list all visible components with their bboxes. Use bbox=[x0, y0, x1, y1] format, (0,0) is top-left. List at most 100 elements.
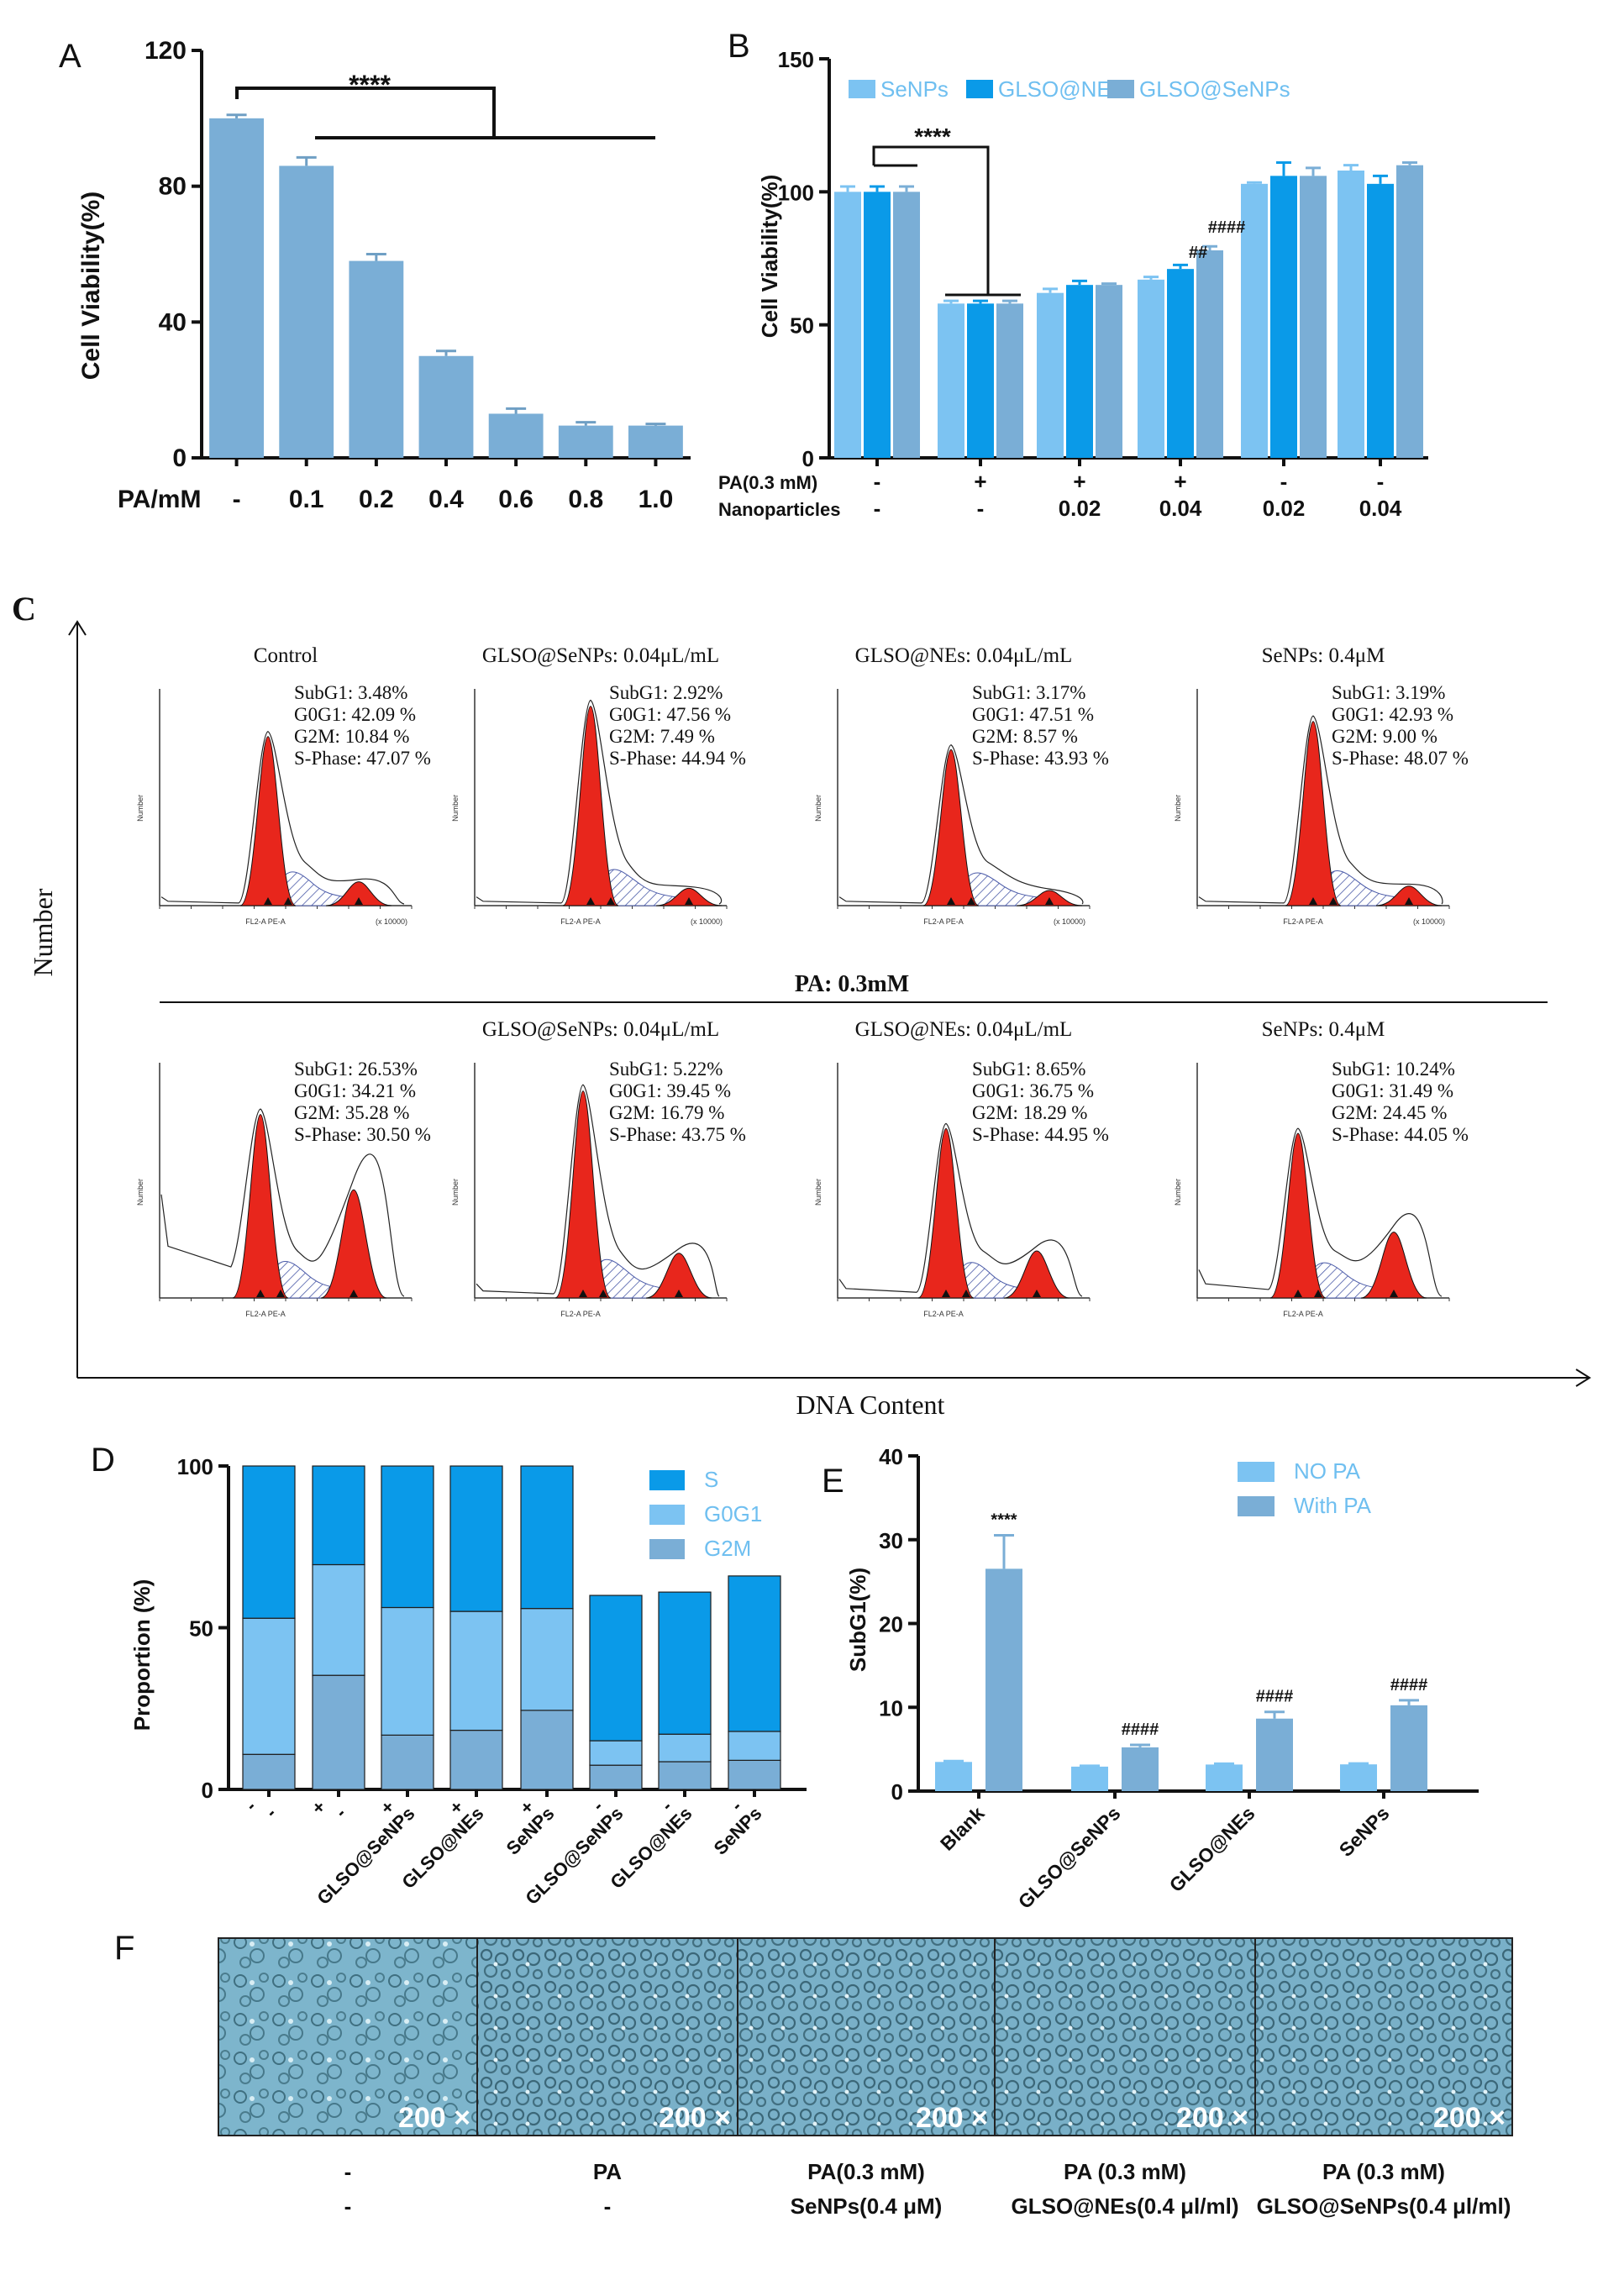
histogram-y-label: Number bbox=[1174, 795, 1182, 822]
panel-b-legend-label: GLSO@NEs bbox=[998, 76, 1122, 102]
panel-b-pa-sign: + bbox=[974, 469, 986, 494]
panel-a-y-label: Cell Viability(%) bbox=[77, 192, 105, 381]
histogram-stat-s: S-Phase: 47.07 % bbox=[294, 748, 431, 769]
panel-b: B Cell Viability(%) 0 50 100 150 SeNPs GLSO@… bbox=[718, 28, 1428, 521]
histogram-y-label: Number bbox=[451, 1179, 460, 1206]
micrograph-image bbox=[1254, 1937, 1513, 2136]
flow-histogram: FL2-A PE-A Number SubG1: 26.53%G0G1: 34.21… bbox=[136, 1059, 431, 1318]
panel-a-x-tick-label: 0.4 bbox=[428, 486, 464, 513]
histogram-trace bbox=[838, 1122, 1083, 1297]
histogram-stat-g0g1: G0G1: 47.51 % bbox=[972, 704, 1094, 725]
panel-b-bar bbox=[1037, 292, 1064, 458]
panel-a-y-tick-label: 0 bbox=[172, 444, 187, 472]
panel-d-legend-swatch bbox=[649, 1470, 685, 1490]
micrograph-label-line2: - bbox=[344, 2194, 352, 2219]
histogram-marker bbox=[1294, 1290, 1302, 1297]
panel-e-error-bar bbox=[1214, 1762, 1234, 1765]
panel-a-x-tick-label: 0.2 bbox=[359, 486, 394, 513]
panel-a-x-tick-label: 0.6 bbox=[498, 486, 533, 513]
histogram-marker bbox=[350, 1290, 358, 1297]
panel-d-y-tick-label: 50 bbox=[189, 1616, 213, 1642]
panel-e-error-bar bbox=[1080, 1764, 1100, 1768]
panel-e-bar bbox=[1071, 1766, 1108, 1791]
panel-e-bar bbox=[985, 1568, 1022, 1791]
pa-divider-label: PA: 0.3mM bbox=[795, 971, 909, 997]
panel-b-hash-1: ## bbox=[1189, 244, 1207, 262]
micrograph: 200 × - - bbox=[218, 1937, 478, 2219]
histogram-trace bbox=[476, 699, 723, 905]
panel-d-legend-label: S bbox=[704, 1467, 718, 1492]
panel-e-annotation: #### bbox=[1256, 1688, 1294, 1706]
histogram-stat-s: S-Phase: 44.94 % bbox=[609, 748, 746, 769]
panel-d-bar-segment bbox=[449, 1729, 503, 1790]
histogram-marker bbox=[264, 897, 272, 905]
panel-b-bar bbox=[1270, 176, 1297, 459]
flow-histogram: GLSO@NEs: 0.04μL/mL FL2-A PE-A Number (x 10… bbox=[814, 644, 1109, 926]
panel-b-np-dose: 0.04 bbox=[1359, 496, 1402, 521]
panel-b-error-bar bbox=[1373, 174, 1388, 184]
histogram-stat-g2m: G2M: 10.84 % bbox=[294, 726, 409, 747]
panel-b-error-bar bbox=[1072, 279, 1087, 286]
histogram-stat-s: S-Phase: 43.93 % bbox=[972, 748, 1109, 769]
panel-e-error-bar bbox=[943, 1759, 964, 1763]
panel-b-error-bar bbox=[1202, 244, 1217, 250]
histogram-title: GLSO@NEs: 0.04μL/mL bbox=[855, 1018, 1073, 1041]
panel-c-x-label: DNA Content bbox=[796, 1390, 945, 1420]
histogram-g2m-peak bbox=[325, 881, 392, 906]
histogram-stat-g0g1: G0G1: 42.09 % bbox=[294, 704, 416, 725]
histogram-marker bbox=[947, 897, 955, 905]
histogram-stat-subg1: SubG1: 3.17% bbox=[972, 682, 1085, 703]
panel-e-y-tick-label: 0 bbox=[891, 1779, 903, 1805]
panel-a-bar bbox=[488, 413, 544, 458]
histogram-y-label: Number bbox=[814, 1179, 823, 1206]
panel-b-pa-sign: - bbox=[874, 469, 881, 494]
panel-a-bar bbox=[209, 118, 264, 459]
histogram-marker bbox=[586, 897, 595, 905]
panel-e-error-bar bbox=[994, 1533, 1014, 1569]
panel-d-x-tick-label: - bbox=[331, 1803, 350, 1822]
magnification-label: 200 × bbox=[1176, 2102, 1248, 2134]
panel-b-pa-sign: - bbox=[1377, 469, 1385, 494]
panel-a-error-bar bbox=[226, 113, 247, 118]
micrograph-image bbox=[737, 1937, 996, 2136]
panel-b-significance: **** bbox=[914, 123, 951, 150]
panel-d-bar-segment bbox=[312, 1563, 365, 1676]
histogram-axis-label: FL2-A PE-A bbox=[560, 1310, 601, 1318]
panel-e: E SubG1(%) 0 10 20 30 40 **** #### #### #### NO… bbox=[822, 1444, 1479, 1913]
panel-b-error-bar bbox=[1173, 263, 1188, 270]
panel-e-y-label: SubG1(%) bbox=[845, 1568, 870, 1672]
panel-a-bar bbox=[279, 166, 334, 458]
histogram-trace bbox=[160, 731, 405, 905]
panel-b-bar bbox=[893, 192, 920, 459]
histogram-marker bbox=[579, 1290, 587, 1297]
histogram-stat-g2m: G2M: 8.57 % bbox=[972, 726, 1078, 747]
panel-a-significance: **** bbox=[349, 70, 391, 100]
histogram-marker bbox=[256, 1290, 265, 1297]
micrograph: 200 × PA (0.3 mM) GLSO@SeNPs(0.4 μl/ml) bbox=[1254, 1937, 1513, 2219]
micrograph-image bbox=[994, 1937, 1256, 2136]
histogram-g0g1-peak bbox=[239, 736, 297, 906]
histogram-trace bbox=[838, 744, 1084, 905]
panel-b-legend-label: SeNPs bbox=[880, 76, 949, 102]
panel-b-error-bar bbox=[1402, 161, 1417, 166]
panel-e-annotation: #### bbox=[1122, 1721, 1159, 1739]
panel-e-legend-label: With PA bbox=[1294, 1493, 1372, 1518]
panel-d-bar-segment bbox=[520, 1465, 574, 1610]
micrograph-label-line2: SeNPs(0.4 μM) bbox=[791, 2194, 943, 2219]
histogram-title: Control bbox=[254, 644, 318, 667]
panel-a-bar bbox=[349, 260, 404, 458]
panel-d-bar-segment bbox=[312, 1674, 365, 1790]
panel-a-error-bar bbox=[436, 349, 456, 356]
panel-d-x-tick-label: GLSO@SeNPs bbox=[313, 1803, 418, 1909]
histogram-marker bbox=[1033, 1290, 1041, 1297]
histogram-stat-s: S-Phase: 30.50 % bbox=[294, 1124, 431, 1145]
histogram-marker bbox=[1405, 897, 1413, 905]
histogram-stat-subg1: SubG1: 10.24% bbox=[1332, 1059, 1455, 1080]
panel-label-f: F bbox=[114, 1930, 134, 1967]
panel-b-bar bbox=[938, 303, 964, 458]
histogram-x-scale: (x 10000) bbox=[1054, 917, 1085, 926]
panel-b-np-dose: - bbox=[874, 496, 881, 521]
histogram-marker bbox=[1314, 1290, 1322, 1297]
panel-b-pa-sign: - bbox=[1280, 469, 1288, 494]
panel-b-legend-swatch bbox=[1107, 80, 1134, 98]
